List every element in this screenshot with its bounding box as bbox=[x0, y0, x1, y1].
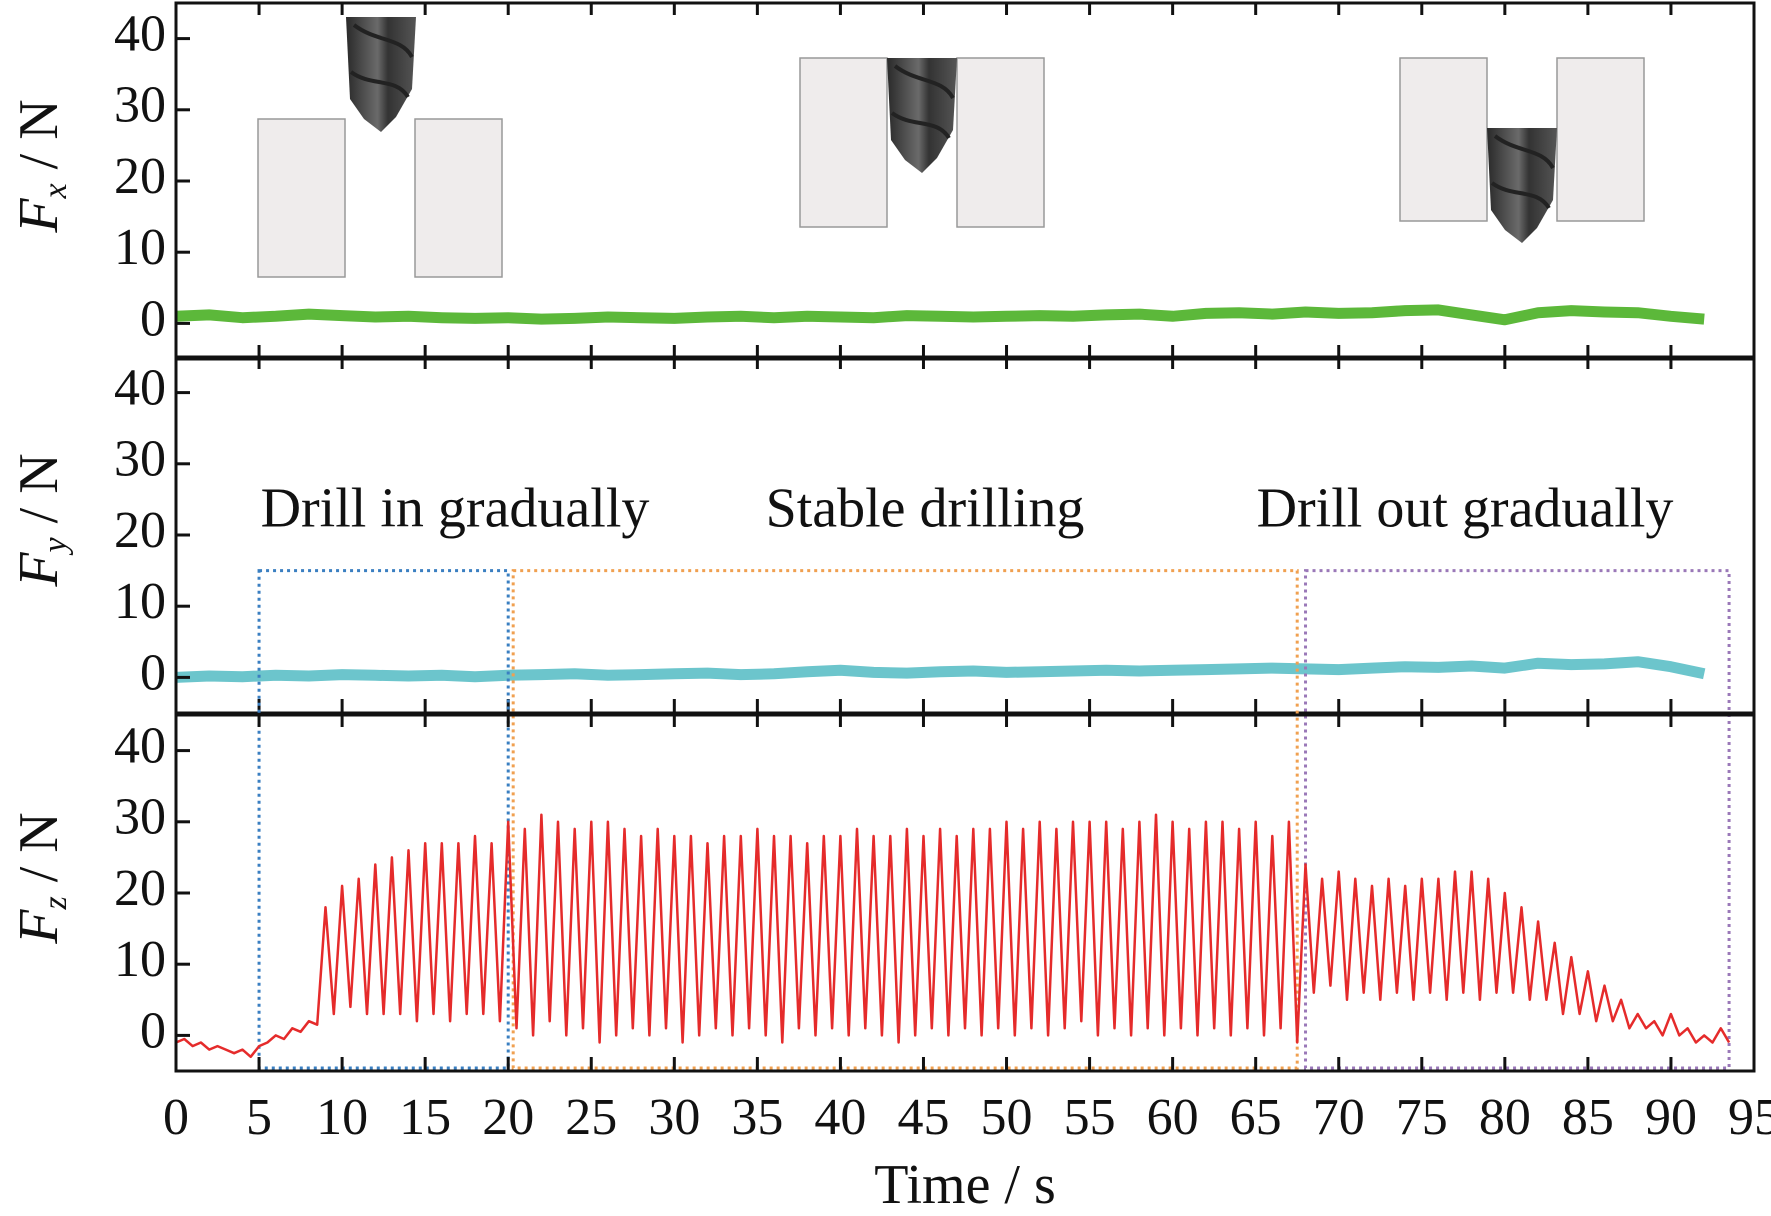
y-tick-label: 30 bbox=[114, 77, 166, 134]
x-tick-label: 75 bbox=[1396, 1089, 1448, 1146]
region-label: Drill out gradually bbox=[1257, 477, 1674, 539]
x-tick-label: 25 bbox=[565, 1089, 617, 1146]
y-label-subscript: z bbox=[37, 896, 74, 910]
y-axis-label: Fx / N bbox=[8, 99, 74, 233]
y-label-symbol: F bbox=[8, 198, 70, 234]
y-tick-label: 40 bbox=[114, 360, 166, 417]
y-tick-label: 40 bbox=[114, 6, 166, 63]
x-tick-label: 0 bbox=[163, 1089, 189, 1146]
x-tick-label: 20 bbox=[482, 1089, 534, 1146]
y-label-unit: / N bbox=[8, 453, 70, 523]
region-label: Stable drilling bbox=[766, 477, 1085, 539]
x-tick-label: 85 bbox=[1562, 1089, 1614, 1146]
y-tick-label: 20 bbox=[114, 502, 166, 559]
x-tick-label: 35 bbox=[731, 1089, 783, 1146]
region-label: Drill in gradually bbox=[261, 477, 650, 539]
y-tick-label: 20 bbox=[114, 148, 166, 205]
region-box bbox=[1304, 569, 1731, 1070]
y-tick-label: 30 bbox=[114, 431, 166, 488]
y-label-subscript: y bbox=[37, 536, 74, 555]
y-tick-label: 40 bbox=[114, 718, 166, 775]
y-label-symbol: F bbox=[8, 552, 70, 588]
x-tick-label: 45 bbox=[897, 1089, 949, 1146]
x-tick-label: 65 bbox=[1230, 1089, 1282, 1146]
y-tick-label: 10 bbox=[114, 931, 166, 988]
y-tick-label: 10 bbox=[114, 219, 166, 276]
y-label-unit: / N bbox=[8, 812, 70, 882]
y-label-symbol: F bbox=[8, 909, 70, 945]
y-label-subscript: x bbox=[37, 183, 74, 199]
x-tick-label: 30 bbox=[648, 1089, 700, 1146]
region-box bbox=[511, 569, 1299, 1070]
y-tick-label: 0 bbox=[140, 290, 166, 347]
y-tick-label: 0 bbox=[140, 1002, 166, 1059]
illustration-stable bbox=[799, 56, 1045, 228]
y-tick-label: 0 bbox=[140, 644, 166, 701]
x-tick-label: 55 bbox=[1064, 1089, 1116, 1146]
illustration-exit bbox=[1399, 57, 1645, 245]
x-tick-label: 60 bbox=[1147, 1089, 1199, 1146]
y-axis-label: Fy / N bbox=[8, 453, 74, 587]
data-line bbox=[175, 304, 1705, 326]
x-tick-label: 80 bbox=[1479, 1089, 1531, 1146]
illustration-entry bbox=[257, 15, 503, 278]
data-line bbox=[175, 813, 1731, 1059]
x-tick-label: 15 bbox=[399, 1089, 451, 1146]
x-tick-label: 70 bbox=[1313, 1089, 1365, 1146]
data-line bbox=[175, 656, 1706, 683]
y-tick-label: 20 bbox=[114, 860, 166, 917]
x-tick-label: 50 bbox=[981, 1089, 1033, 1146]
y-tick-label: 30 bbox=[114, 789, 166, 846]
y-tick-label: 10 bbox=[114, 573, 166, 630]
x-tick-label: 5 bbox=[246, 1089, 272, 1146]
region-box bbox=[257, 569, 510, 1070]
x-tick-label: 90 bbox=[1645, 1089, 1697, 1146]
x-axis-label: Time / s bbox=[874, 1154, 1056, 1216]
x-tick-label: 40 bbox=[814, 1089, 866, 1146]
x-tick-label: 10 bbox=[316, 1089, 368, 1146]
y-label-unit: / N bbox=[8, 99, 70, 169]
y-axis-label: Fz / N bbox=[8, 812, 74, 944]
x-tick-label: 95 bbox=[1728, 1089, 1771, 1146]
